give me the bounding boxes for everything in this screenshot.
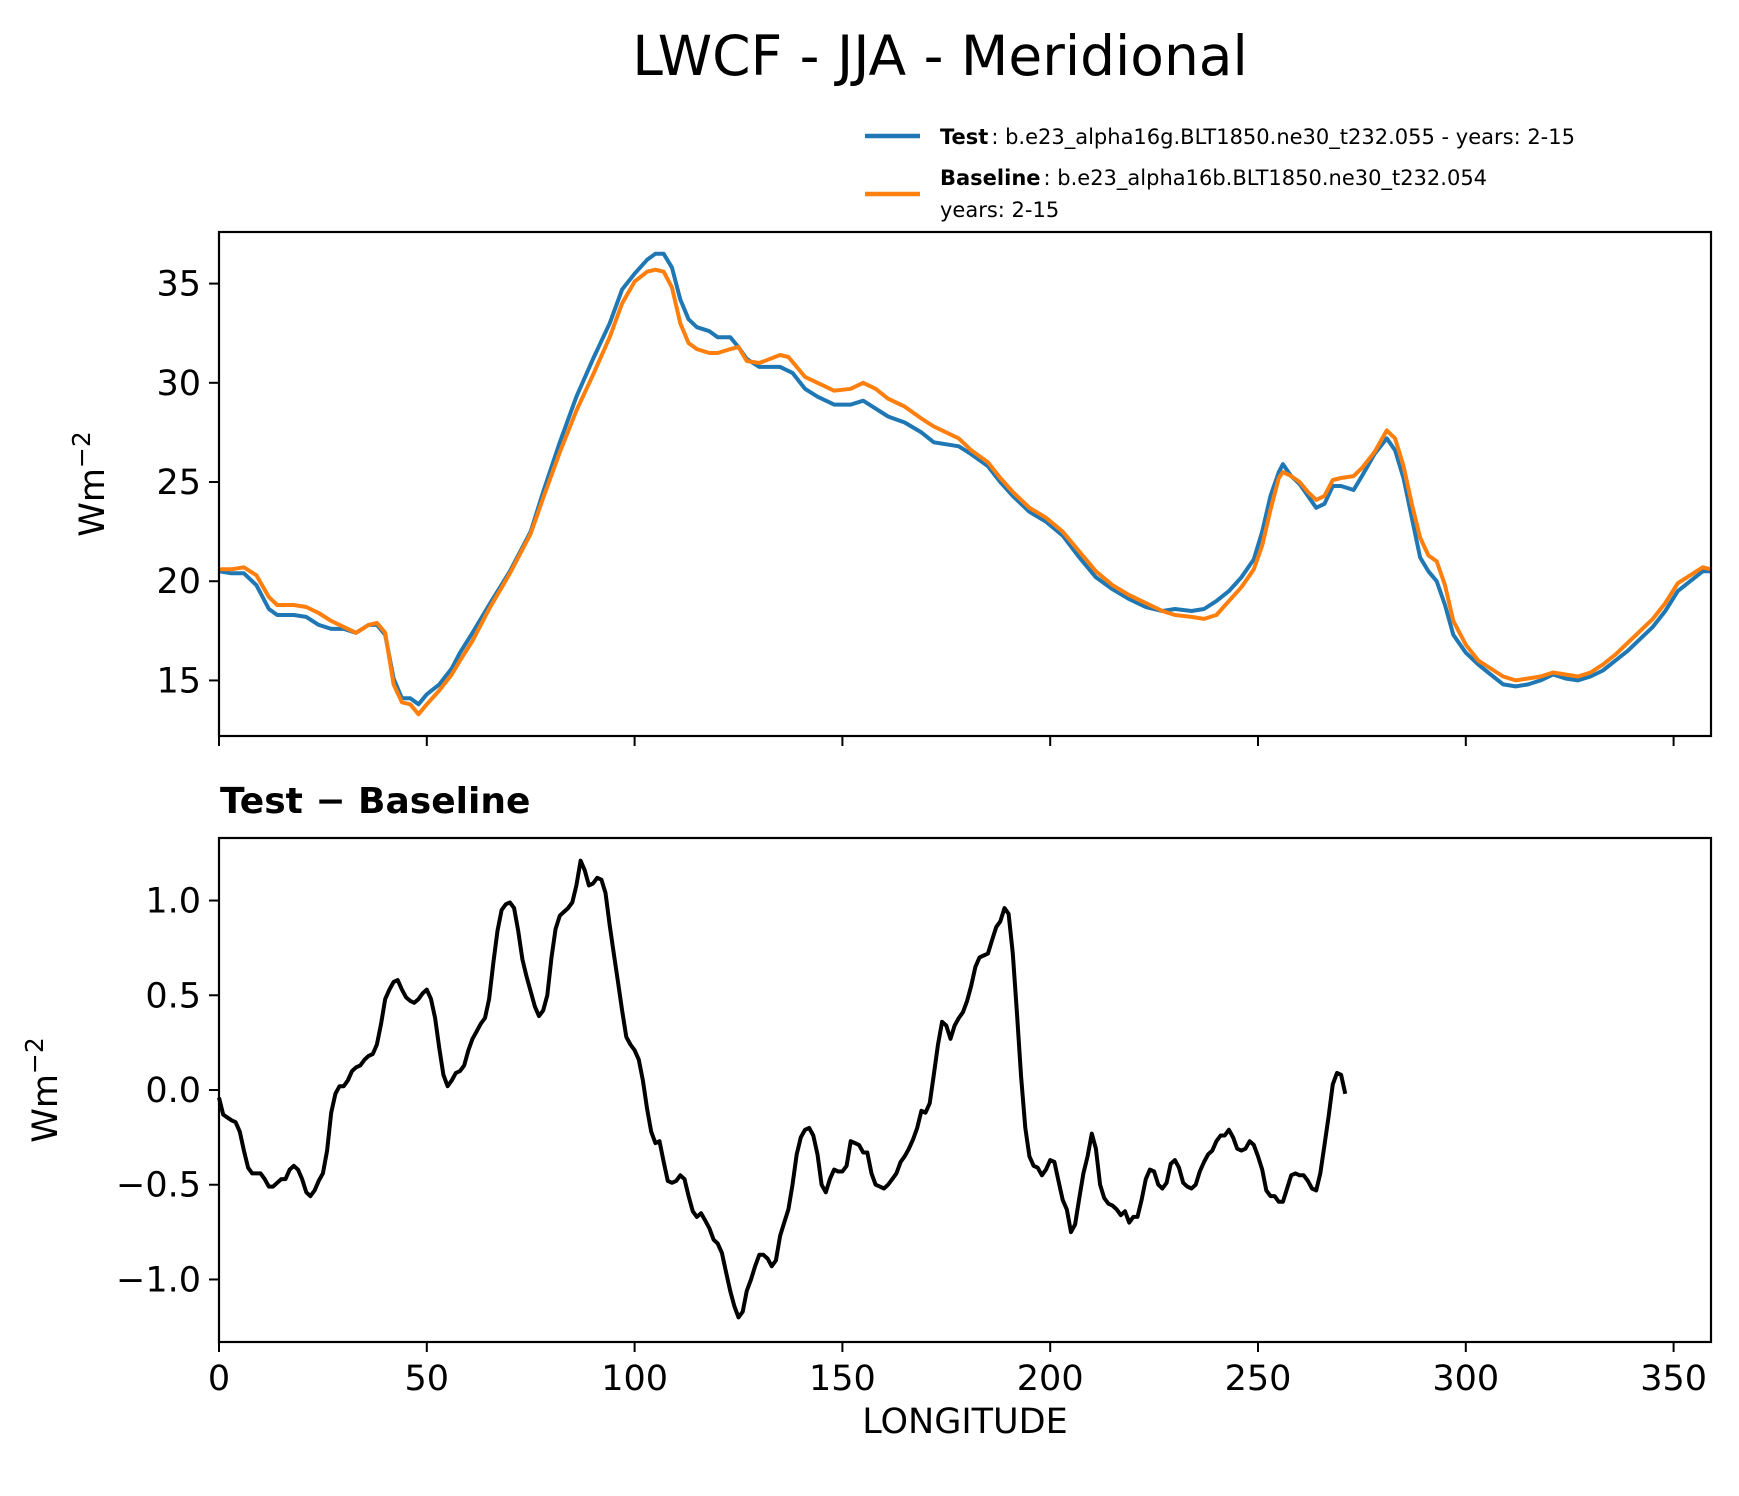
x-tick-label: 350	[1640, 1359, 1707, 1399]
legend-name-test: Test	[940, 125, 988, 149]
y-tick-label: −0.5	[116, 1166, 201, 1206]
x-tick-label: 250	[1225, 1359, 1292, 1399]
legend-name-baseline: Baseline	[940, 166, 1041, 190]
top-y-ticks: 15 20 25 30 35	[156, 265, 219, 701]
bottom-ylabel-text: Wm	[26, 1074, 66, 1143]
legend: Test: b.e23_alpha16g.BLT1850.ne30_t232.0…	[865, 125, 1575, 222]
bottom-series	[217, 858, 1348, 1320]
x-tick-label: 150	[809, 1359, 876, 1399]
legend-entry-test: Test: b.e23_alpha16g.BLT1850.ne30_t232.0…	[940, 125, 1575, 150]
series-line-test-baseline	[217, 858, 1348, 1320]
top-series	[218, 251, 1712, 717]
y-tick-label: −1.0	[116, 1260, 201, 1300]
top-x-ticks	[218, 736, 1675, 746]
legend-desc-baseline: : b.e23_alpha16b.BLT1850.ne30_t232.054	[1044, 166, 1488, 191]
difference-subtitle: Test − Baseline	[220, 781, 530, 822]
top-y-axis-label: Wm−2	[67, 431, 113, 537]
y-tick-label: 35	[156, 265, 201, 305]
series-line-baseline	[219, 267, 1712, 717]
top-ylabel-text: Wm	[73, 468, 113, 537]
y-tick-label: 1.0	[145, 882, 201, 922]
y-tick-label: 0.5	[145, 976, 201, 1016]
y-tick-label: 20	[156, 562, 201, 602]
series-line-test	[218, 251, 1711, 707]
bottom-panel: Test − Baseline −1.0 −0.5 0.0 0.5 1.0 0 50 100…	[20, 781, 1713, 1442]
bottom-ylabel-sup: −2	[20, 1037, 49, 1074]
top-panel: 15 20 25 30 35 Wm−2	[67, 230, 1713, 746]
x-axis-label: LONGITUDE	[862, 1402, 1068, 1442]
y-tick-label: 30	[156, 364, 201, 404]
bottom-x-ticks: 0 50 100 150 200 250 300 350	[208, 1342, 1707, 1399]
x-tick-label: 300	[1432, 1359, 1499, 1399]
x-tick-label: 50	[405, 1359, 450, 1399]
y-tick-label: 25	[156, 463, 201, 503]
x-tick-label: 100	[601, 1359, 668, 1399]
bottom-y-axis-label: Wm−2	[20, 1037, 66, 1143]
legend-desc-baseline-years: years: 2-15	[940, 198, 1059, 222]
top-plot-frame	[217, 230, 1713, 738]
y-tick-label: 15	[156, 661, 201, 701]
bottom-plot-frame	[217, 836, 1713, 1344]
chart-title: LWCF - JJA - Meridional	[632, 24, 1248, 88]
top-ylabel-sup: −2	[67, 431, 96, 468]
x-tick-label: 0	[208, 1359, 230, 1399]
bottom-y-ticks: −1.0 −0.5 0.0 0.5 1.0	[116, 882, 219, 1300]
x-tick-label: 200	[1017, 1359, 1084, 1399]
y-tick-label: 0.0	[145, 1071, 201, 1111]
legend-desc-test: : b.e23_alpha16g.BLT1850.ne30_t232.055 -…	[991, 125, 1575, 150]
legend-entry-baseline: Baseline: b.e23_alpha16b.BLT1850.ne30_t2…	[940, 166, 1487, 191]
